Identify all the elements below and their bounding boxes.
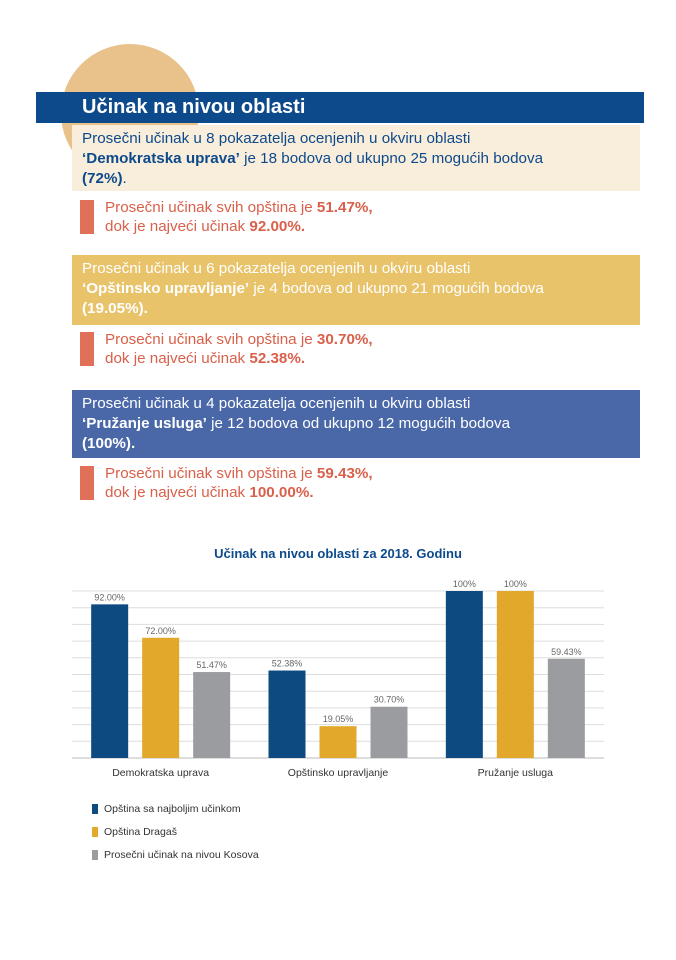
bar [547, 658, 585, 758]
stat-max-text: dok je najveći učinak [105, 484, 250, 501]
bar-chart: 92.00% 72.00% 51.47% Demokratska uprava 52.3… [72, 579, 604, 779]
panel-line-3-end: . [122, 170, 127, 187]
panel-line-2-rest: je 12 bodova od ukupno 12 mogućih bodova [206, 415, 511, 432]
section-title: Učinak na nivou oblasti [82, 96, 306, 118]
bar [370, 706, 408, 758]
panel-area-name: ‘Opštinsko upravljanje’ [82, 280, 250, 297]
data-label: 19.05% [323, 714, 354, 724]
chart-title: Učinak na nivou oblasti za 2018. Godinu [214, 546, 462, 561]
stat-average-line: Prosečni učinak svih opština je 59.43%, [105, 464, 373, 483]
data-label: 100% [453, 579, 476, 589]
stat-pruzanje-usluga: Prosečni učinak svih opština je 59.43%, … [80, 464, 540, 502]
stat-average-value: 51.47%, [316, 199, 373, 216]
data-label: 100% [504, 579, 527, 589]
stat-average-line: Prosečni učinak svih opština je 30.70%, [105, 330, 373, 349]
bar [193, 672, 231, 758]
category-label: Demokratska uprava [112, 767, 209, 779]
data-label: 30.70% [374, 695, 405, 705]
stat-average-line: Prosečni učinak svih opština je 51.47%, [105, 198, 373, 217]
panel-line-1: Prosečni učinak u 8 pokazatelja ocenjeni… [82, 130, 471, 147]
stat-max-text: dok je najveći učinak [105, 350, 250, 367]
stat-average-value: 59.43%, [316, 465, 373, 482]
legend-item: Opština sa najboljim učinkom [92, 803, 241, 815]
category-label: Pružanje usluga [478, 767, 553, 779]
panel-line-1: Prosečni učinak u 6 pokazatelja ocenjeni… [82, 260, 471, 277]
stat-max-value: 92.00%. [249, 218, 306, 235]
data-label: 72.00% [145, 626, 176, 636]
stat-average-text: Prosečni učinak svih opština je [105, 331, 317, 348]
stat-max-text: dok je najveći učinak [105, 218, 250, 235]
panel-line-1: Prosečni učinak u 4 pokazatelja ocenjeni… [82, 395, 471, 412]
data-label: 51.47% [196, 660, 227, 670]
panel-demokratska-uprava: Prosečni učinak u 8 pokazatelja ocenjeni… [72, 125, 640, 191]
stat-max-value: 100.00%. [249, 484, 314, 501]
panel-opstinsko-upravljanje: Prosečni učinak u 6 pokazatelja ocenjeni… [72, 255, 640, 325]
panel-line-2-rest: je 18 bodova od ukupno 25 mogućih bodova [239, 150, 544, 167]
legend-swatch [92, 804, 98, 814]
data-label: 92.00% [94, 592, 125, 602]
panel-line-2: ‘Opštinsko upravljanje’ je 4 bodova od u… [82, 279, 630, 299]
stat-marker [80, 332, 94, 366]
bar [268, 670, 306, 758]
legend-label: Opština sa najboljim učinkom [104, 803, 241, 815]
bar [319, 726, 357, 758]
category-label: Opštinsko upravljanje [288, 767, 389, 779]
panel-area-name: ‘Demokratska uprava’ [82, 150, 240, 167]
bar [91, 604, 129, 758]
panel-line-2: ‘Pružanje usluga’ je 12 bodova od ukupno… [82, 414, 630, 434]
panel-line-3: (72%). [82, 169, 630, 189]
legend-label: Opština Dragaš [104, 826, 177, 838]
panel-line-3: (100%). [82, 434, 630, 454]
panel-pruzanje-usluga: Prosečni učinak u 4 pokazatelja ocenjeni… [72, 390, 640, 458]
data-label: 52.38% [272, 659, 303, 669]
stat-opstinsko-upravljanje: Prosečni učinak svih opština je 30.70%, … [80, 330, 540, 368]
panel-percentage: (19.05%). [82, 300, 148, 317]
panel-line-2-rest: je 4 bodova od ukupno 21 mogućih bodova [249, 280, 544, 297]
bar [445, 591, 483, 758]
panel-percentage: (72%) [82, 170, 123, 187]
panel-line-2: ‘Demokratska uprava’ je 18 bodova od uku… [82, 149, 630, 169]
legend-swatch [92, 850, 98, 860]
panel-line-3: (19.05%). [82, 299, 630, 319]
stat-marker [80, 466, 94, 500]
stat-marker [80, 200, 94, 234]
legend-item: Opština Dragaš [92, 826, 177, 838]
panel-percentage: (100%). [82, 435, 136, 452]
stat-average-text: Prosečni učinak svih opština je [105, 465, 317, 482]
section-header-bar [36, 92, 644, 123]
stat-max-line: dok je najveći učinak 52.38%. [105, 349, 373, 368]
stat-demokratska-uprava: Prosečni učinak svih opština je 51.47%, … [80, 198, 540, 236]
stat-max-line: dok je najveći učinak 100.00%. [105, 483, 373, 502]
panel-area-name: ‘Pružanje usluga’ [82, 415, 207, 432]
bar [142, 637, 180, 758]
stat-max-line: dok je najveći učinak 92.00%. [105, 217, 373, 236]
stat-max-value: 52.38%. [249, 350, 306, 367]
stat-average-text: Prosečni učinak svih opština je [105, 199, 317, 216]
legend-swatch [92, 827, 98, 837]
legend-label: Prosečni učinak na nivou Kosova [104, 849, 259, 861]
bar [496, 591, 534, 758]
legend-item: Prosečni učinak na nivou Kosova [92, 849, 259, 861]
stat-average-value: 30.70%, [316, 331, 373, 348]
data-label: 59.43% [551, 647, 582, 657]
